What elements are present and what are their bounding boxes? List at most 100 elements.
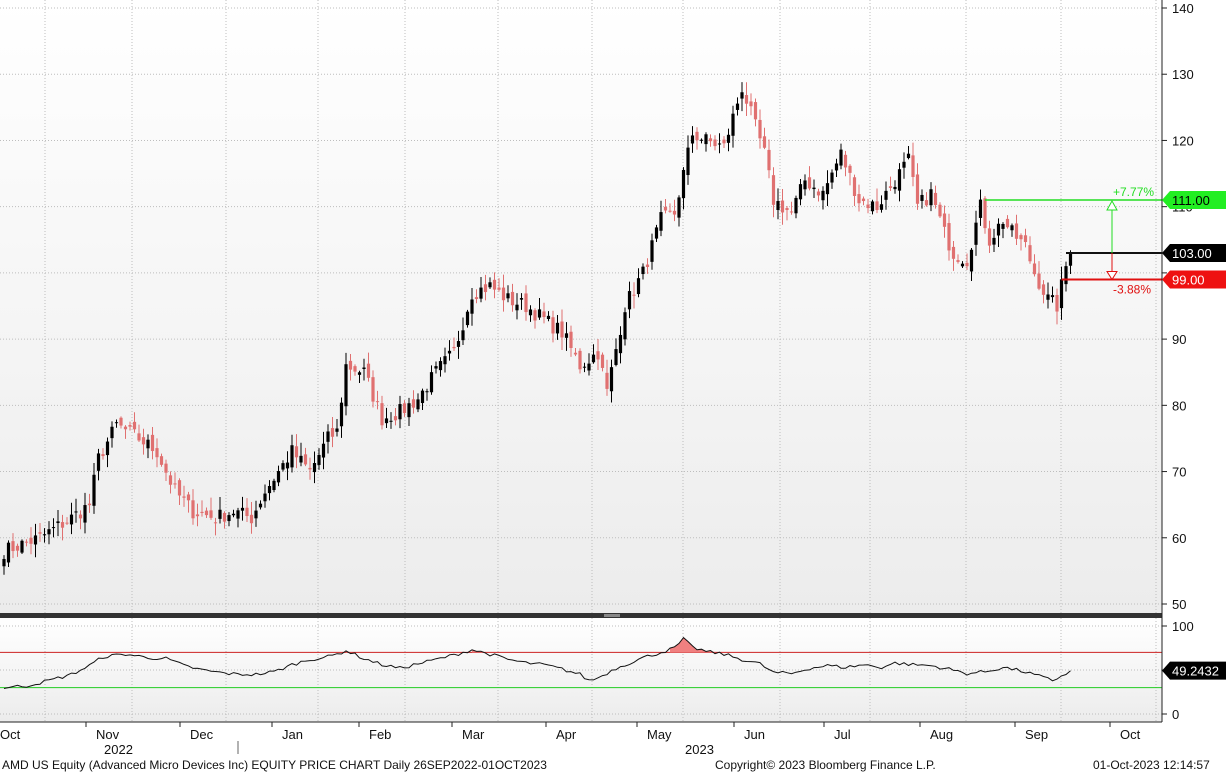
- candle-down: [29, 537, 33, 544]
- candle-down: [222, 512, 227, 522]
- candle-down: [213, 522, 218, 524]
- target-high-tag-bg: [1162, 191, 1226, 210]
- candle-up: [825, 183, 830, 195]
- candle-up: [546, 315, 551, 320]
- target-high-tag: 111.00: [1172, 193, 1210, 208]
- candle-down: [668, 210, 672, 212]
- candle-up: [20, 540, 24, 553]
- year-label: 2023: [685, 742, 714, 754]
- price-tick-label: 90: [1172, 332, 1186, 347]
- price-tick-label: 140: [1172, 1, 1194, 16]
- candle-up: [96, 453, 101, 471]
- candle-up: [834, 163, 839, 171]
- candle-down: [159, 456, 164, 465]
- candle-down: [492, 279, 497, 290]
- candlestick-series: [2, 82, 1073, 575]
- last-price-tag-bg: [1162, 244, 1226, 263]
- candle-down: [510, 291, 515, 306]
- panel-separator: [0, 613, 1162, 618]
- candle-down: [956, 260, 960, 262]
- candle-down: [744, 95, 749, 104]
- candle-up: [812, 187, 816, 190]
- candle-down: [119, 417, 123, 426]
- candle-up: [312, 463, 317, 473]
- candle-up: [1050, 295, 1055, 298]
- candle-down: [816, 191, 821, 196]
- oscillator-last-tag: 49.2432: [1172, 664, 1219, 679]
- candle-down: [672, 210, 677, 215]
- candle-up: [105, 441, 110, 456]
- candle-down: [807, 177, 812, 189]
- candle-up: [488, 282, 492, 288]
- candle-up: [443, 356, 447, 365]
- candle-up: [870, 201, 875, 212]
- axes: 50607080901101201301400100111.00103.0099…: [0, 0, 1226, 754]
- candle-down: [749, 101, 753, 107]
- candle-down: [141, 437, 146, 445]
- candle-up: [1059, 279, 1064, 309]
- candle-down: [24, 541, 29, 543]
- candle-up: [299, 455, 303, 463]
- month-label: Apr: [556, 727, 577, 742]
- candle-up: [731, 113, 735, 136]
- candle-down: [15, 545, 20, 551]
- candle-down: [177, 480, 182, 496]
- candle-down: [947, 223, 951, 251]
- candle-down: [249, 514, 254, 524]
- candle-up: [290, 445, 294, 468]
- candle-down: [497, 287, 501, 290]
- candle-up: [821, 190, 825, 201]
- candle-up: [272, 480, 276, 491]
- candle-down: [78, 514, 83, 519]
- candle-down: [1037, 273, 1041, 289]
- chart-footer: AMD US Equity (Advanced Micro Devices In…: [0, 754, 1226, 776]
- candle-down: [596, 351, 600, 360]
- candle-down: [65, 522, 69, 524]
- candle-down: [452, 346, 456, 349]
- candle-down: [1028, 245, 1032, 262]
- candle-up: [33, 535, 38, 545]
- candle-up: [56, 521, 60, 524]
- price-panel-bg: [0, 0, 1162, 614]
- candle-down: [987, 228, 992, 246]
- candle-up: [776, 201, 780, 210]
- candle-down: [371, 377, 375, 402]
- candle-up: [263, 493, 267, 502]
- candle-up: [384, 418, 389, 424]
- candle-down: [303, 454, 308, 465]
- candle-up: [803, 180, 807, 190]
- candle-up: [636, 278, 641, 295]
- oscillator-panel-bg: [0, 618, 1162, 722]
- price-tick-label: 130: [1172, 67, 1194, 82]
- price-tick-label: 120: [1172, 133, 1194, 148]
- candle-down: [951, 246, 956, 259]
- candle-up: [740, 92, 744, 99]
- candle-down: [402, 403, 407, 414]
- candle-up: [420, 390, 425, 404]
- candle-down: [348, 360, 353, 370]
- candle-up: [609, 367, 614, 392]
- month-label: Jan: [282, 727, 303, 742]
- candle-down: [123, 426, 128, 430]
- candle-down: [771, 175, 776, 205]
- footer-description: AMD US Equity (Advanced Micro Devices In…: [2, 758, 547, 772]
- price-level-annotations: +7.77% -3.88%: [985, 185, 1162, 297]
- candle-down: [501, 287, 506, 301]
- candle-up: [677, 197, 681, 218]
- candle-up: [659, 212, 663, 231]
- candle-down: [942, 213, 947, 227]
- candle-down: [483, 284, 488, 293]
- candle-up: [2, 558, 6, 567]
- candle-up: [74, 511, 78, 513]
- oscillator-last-tag-bg: [1162, 661, 1226, 680]
- candle-down: [191, 500, 195, 519]
- panel-resize-handle: [604, 614, 620, 617]
- candle-down: [155, 448, 159, 458]
- oscillator-tick-label: 0: [1172, 707, 1179, 722]
- candle-up: [920, 194, 924, 201]
- candle-up: [618, 334, 623, 354]
- price-chart: +7.77% -3.88% 506070809011012013014001001…: [0, 0, 1226, 754]
- candle-up: [339, 402, 344, 427]
- candle-down: [87, 503, 92, 506]
- candle-up: [704, 134, 708, 145]
